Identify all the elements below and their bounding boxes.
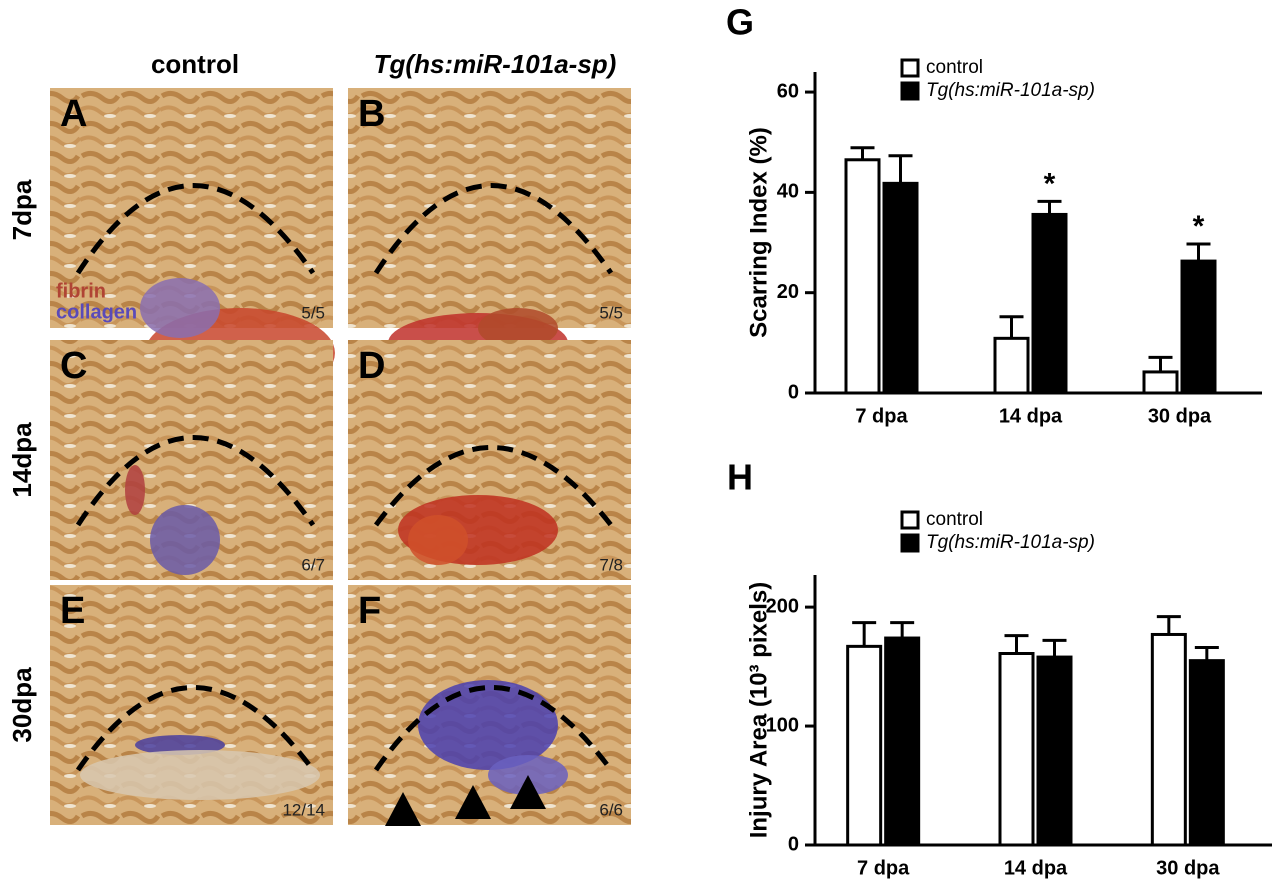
y-tick-label: 100	[766, 714, 799, 736]
error-bar	[888, 154, 913, 184]
y-tick-label: 0	[788, 381, 799, 403]
error-bar	[1037, 199, 1062, 215]
bar	[1150, 632, 1187, 847]
panel-label: D	[358, 345, 385, 387]
column-header: Tg(hs:miR-101a-sp)	[374, 49, 617, 79]
bar	[1142, 370, 1179, 395]
error-bar	[1148, 355, 1173, 372]
error-bar	[999, 315, 1024, 339]
y-tick-label: 20	[777, 281, 799, 303]
bar	[846, 644, 883, 847]
y-tick-label: 200	[766, 595, 799, 617]
injury-outline	[75, 183, 316, 275]
stain-label: collagen	[56, 301, 137, 323]
bar	[882, 181, 919, 395]
x-tick-label: 30 dpa	[1156, 857, 1220, 879]
injury-outline	[75, 435, 316, 527]
x-tick-label: 14 dpa	[999, 405, 1063, 427]
y-tick-label: 40	[777, 181, 799, 203]
y-axis-label: Scarring Index (%)	[745, 127, 772, 338]
stain-region	[418, 680, 558, 770]
significance-marker: *	[1044, 167, 1056, 200]
panel-count: 6/6	[599, 800, 623, 819]
stain-region	[80, 750, 320, 800]
legend-swatch	[900, 58, 920, 78]
arrowhead	[455, 785, 491, 819]
significance-marker: *	[1193, 210, 1205, 243]
x-tick-label: 14 dpa	[1004, 857, 1068, 879]
stain-region	[135, 735, 225, 755]
panel-count: 5/5	[301, 303, 325, 322]
row-label: 30dpa	[7, 667, 37, 743]
injury-outline	[373, 183, 614, 275]
error-bar	[890, 621, 915, 639]
bar	[998, 652, 1035, 847]
panel-count: 6/7	[301, 555, 325, 574]
panel-label: B	[358, 93, 385, 135]
bar	[844, 158, 881, 395]
bar	[1188, 659, 1225, 847]
legend-label: Tg(hs:miR-101a-sp)	[926, 532, 1095, 553]
bar	[1180, 259, 1217, 395]
error-bar	[1004, 634, 1029, 654]
row-label: 7dpa	[7, 179, 37, 240]
row-label: 14dpa	[7, 422, 37, 498]
bar	[1036, 655, 1073, 847]
bar	[993, 336, 1030, 395]
x-tick-label: 30 dpa	[1148, 405, 1212, 427]
error-bar	[1156, 615, 1181, 635]
panel-label: H	[727, 457, 753, 498]
error-bar	[1194, 646, 1219, 661]
panel-label: F	[358, 590, 381, 632]
legend-swatch	[900, 81, 920, 101]
y-tick-label: 0	[788, 833, 799, 855]
legend-label: control	[926, 509, 983, 530]
x-tick-label: 7 dpa	[855, 405, 908, 427]
panel-count: 7/8	[599, 555, 623, 574]
arrowhead	[385, 792, 421, 826]
panel-count: 12/14	[282, 800, 325, 819]
panel-label: A	[60, 93, 87, 135]
panel-label: C	[60, 345, 87, 387]
stain-region	[150, 505, 220, 575]
legend-label: Tg(hs:miR-101a-sp)	[926, 80, 1095, 101]
panel-count: 5/5	[599, 303, 623, 322]
histology-image	[348, 88, 631, 328]
error-bar	[1042, 638, 1067, 658]
panel-label: G	[726, 2, 754, 43]
stain-region	[140, 278, 220, 338]
panel-label: E	[60, 590, 85, 632]
error-bar	[1186, 242, 1211, 262]
y-tick-label: 60	[777, 80, 799, 102]
legend-label: control	[926, 57, 983, 78]
stain-region	[408, 515, 468, 565]
column-header: control	[151, 49, 239, 79]
stain-label: fibrin	[56, 280, 106, 302]
bar	[884, 636, 921, 847]
error-bar	[850, 146, 875, 160]
bar	[1031, 212, 1068, 395]
legend-swatch	[900, 510, 920, 530]
stain-region	[125, 465, 145, 515]
y-axis-label: Injury Area (10³ pixels)	[745, 582, 772, 839]
x-tick-label: 7 dpa	[857, 857, 910, 879]
arrowhead	[510, 775, 546, 809]
error-bar	[852, 621, 877, 647]
legend-swatch	[900, 533, 920, 553]
stain-region	[478, 308, 558, 348]
